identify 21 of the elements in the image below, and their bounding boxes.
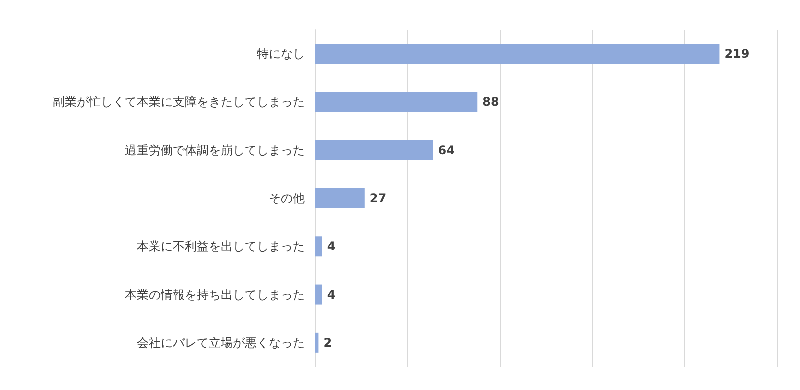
data-label: 27 (370, 192, 387, 206)
bar (315, 236, 322, 257)
bar (315, 140, 434, 160)
bar (315, 284, 322, 305)
bar (315, 44, 720, 64)
y-tick-label: 特になし (257, 47, 305, 62)
y-tick-label: 会社にバレて立場が悪くなった (137, 336, 305, 350)
bar (315, 332, 319, 353)
data-label: 4 (327, 288, 336, 302)
data-label: 88 (482, 95, 500, 110)
data-label: 219 (724, 47, 750, 62)
y-tick-label: 本業の情報を持ち出してしまった (125, 288, 305, 302)
y-tick-label: 過重労働で体調を崩してしまった (125, 143, 305, 158)
bar (315, 92, 478, 112)
y-tick-label: 副業が忙しくて本業に支障をきたしてしまった (53, 95, 305, 110)
data-label: 2 (324, 336, 332, 350)
data-label: 64 (438, 143, 455, 158)
bar (315, 188, 365, 208)
y-tick-label: 本業に不利益を出してしまった (137, 240, 305, 254)
data-label: 4 (327, 240, 336, 254)
y-tick-label: その他 (269, 192, 305, 206)
